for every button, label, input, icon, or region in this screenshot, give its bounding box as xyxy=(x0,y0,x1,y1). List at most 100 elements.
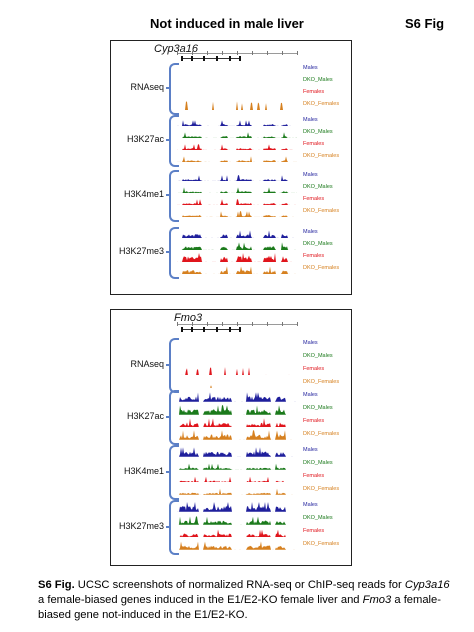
signal-track-males xyxy=(177,229,297,238)
track-name: Males xyxy=(303,65,318,71)
track-name: Females xyxy=(303,253,325,259)
ruler-tick xyxy=(237,322,238,326)
signal-track-females xyxy=(177,417,297,428)
track-name: DKO_Females xyxy=(303,153,340,159)
signal-track-males xyxy=(177,172,297,181)
group-label-h3k4me1: H3K4me1 xyxy=(123,189,164,199)
caption-lead: S6 Fig. xyxy=(38,579,75,591)
signal-track-dko-males xyxy=(177,241,297,250)
ruler-tick xyxy=(297,322,298,326)
gene-exon xyxy=(216,327,218,332)
ruler-tick xyxy=(192,51,193,55)
gene-model xyxy=(181,329,241,330)
ruler-tick xyxy=(282,51,283,55)
signal-area xyxy=(177,132,297,138)
signal-area xyxy=(177,502,297,512)
signal-area xyxy=(177,516,297,525)
group-bracket xyxy=(169,170,179,222)
panel-cyp3a16: Cyp3a16 RNAseq Males DKO_Males Females DKO_F… xyxy=(110,40,352,295)
signal-track-dko-females xyxy=(177,208,297,217)
signal-track-females xyxy=(177,141,297,150)
track-name: Males xyxy=(303,340,318,347)
track-name: DKO_Males xyxy=(303,129,333,135)
group-label-h3k4me1: H3K4me1 xyxy=(123,465,164,476)
gene-exon xyxy=(229,56,231,61)
group-bracket-tip xyxy=(166,251,170,253)
gene-exon xyxy=(216,56,218,61)
track-name: DKO_Females xyxy=(303,208,340,214)
group-bracket xyxy=(169,227,179,279)
gene-exon xyxy=(229,327,231,332)
gene-exon xyxy=(191,327,193,332)
ruler-tick xyxy=(222,51,223,55)
signal-track-dko-males xyxy=(177,353,297,363)
ruler-tick xyxy=(267,322,268,326)
track-name: Females xyxy=(303,196,325,202)
signal-area xyxy=(177,392,297,402)
track-name: DKO_Males xyxy=(303,515,333,522)
group-bracket-tip xyxy=(166,194,170,196)
track-name: Males xyxy=(303,172,318,178)
group-label-rnaseq: RNAseq xyxy=(130,82,164,92)
group-bracket xyxy=(169,445,179,500)
caption-gene-1: Cyp3a16 xyxy=(404,579,450,591)
signal-track-dko-males xyxy=(177,129,297,138)
figure-caption: S6 Fig. UCSC screenshots of normalized R… xyxy=(38,578,458,623)
caption-text-3: a female-biased gene not-induced in the … xyxy=(38,594,441,621)
track-name: DKO_Males xyxy=(303,241,333,247)
signal-area xyxy=(177,175,297,181)
group-label-rnaseq: RNAseq xyxy=(130,358,164,369)
signal-area xyxy=(177,447,297,457)
track-name: DKO_Females xyxy=(303,540,340,547)
signal-track-females xyxy=(177,366,297,376)
signal-area xyxy=(177,253,297,262)
group-bracket-tip xyxy=(166,525,170,528)
gene-model xyxy=(181,58,241,59)
panel-fmo3: Fmo3 RNAseq Males DKO_Males Females DKO_Fema… xyxy=(110,309,352,566)
ruler-tick xyxy=(282,322,283,326)
group-bracket xyxy=(169,115,179,167)
signal-area xyxy=(177,199,297,205)
signal-area xyxy=(177,101,297,110)
signal-track-males xyxy=(177,117,297,126)
signal-track-dko-females xyxy=(177,430,297,440)
signal-area xyxy=(177,529,297,538)
track-name: Females xyxy=(303,472,325,479)
signal-area xyxy=(177,211,297,217)
signal-track-dko-males xyxy=(177,404,297,415)
group-label-h3k27ac: H3K27ac xyxy=(126,134,164,144)
ruler-tick xyxy=(177,51,178,55)
signal-area xyxy=(177,242,297,250)
track-name: Males xyxy=(303,392,318,399)
track-name: DKO_Females xyxy=(303,485,340,492)
track-name: Females xyxy=(303,365,325,372)
signal-area xyxy=(177,230,297,238)
group-bracket-tip xyxy=(166,470,170,473)
ruler-tick xyxy=(177,322,178,326)
group-label-h3k27me3: H3K27me3 xyxy=(118,246,164,256)
track-name: DKO_Males xyxy=(303,184,333,190)
signal-track-dko-females xyxy=(177,101,297,110)
signal-area xyxy=(177,120,297,126)
ruler-tick xyxy=(207,322,208,326)
signal-track-dko-females xyxy=(177,378,297,388)
caption-gene-2: Fmo3 xyxy=(362,594,392,606)
track-name: Males xyxy=(303,229,318,235)
signal-track-dko-males xyxy=(177,184,297,193)
track-name: DKO_Males xyxy=(303,405,333,412)
ruler-tick xyxy=(222,322,223,326)
track-name: Males xyxy=(303,447,318,454)
track-name: DKO_Females xyxy=(303,265,340,271)
gene-exon xyxy=(203,56,205,61)
track-name: DKO_Males xyxy=(303,460,333,467)
ruler-tick xyxy=(267,51,268,55)
signal-track-males xyxy=(177,447,297,457)
signal-track-males xyxy=(177,65,297,74)
signal-area xyxy=(177,366,297,376)
ruler-tick xyxy=(237,51,238,55)
gene-exon xyxy=(191,56,193,61)
group-bracket-tip xyxy=(166,87,170,89)
ruler-tick xyxy=(252,51,253,55)
group-bracket-tip xyxy=(166,363,170,366)
caption-text-2: a female-biased genes induced in the E1/… xyxy=(38,594,363,606)
